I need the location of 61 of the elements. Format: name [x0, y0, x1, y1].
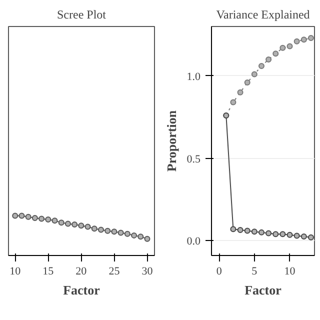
point [45, 216, 52, 223]
point [131, 232, 138, 238]
x-axis-title: Factor [244, 282, 282, 298]
point [237, 226, 244, 233]
point [244, 228, 250, 234]
point [286, 43, 293, 50]
point [308, 35, 314, 42]
x-tick-label: 25 [108, 266, 120, 278]
point [32, 215, 38, 222]
point [91, 226, 98, 232]
x-tick-label: 20 [76, 266, 88, 278]
y-axis-title: Proportion [164, 110, 179, 172]
point [300, 36, 307, 43]
x-tick-label: 10 [10, 266, 22, 278]
point [308, 234, 314, 240]
y-tick-label: 0.0 [186, 236, 201, 248]
point [98, 226, 104, 233]
point [258, 63, 264, 70]
point [144, 236, 150, 242]
point [258, 229, 264, 236]
y-tick-label: 1.0 [186, 70, 201, 83]
point [104, 228, 111, 234]
point [251, 228, 258, 235]
point [266, 230, 272, 236]
x-tick-label: 5 [252, 266, 258, 278]
point [12, 212, 18, 219]
y-tick-label: 0.5 [186, 153, 201, 166]
point [64, 220, 71, 227]
chart-title: Variance Explained [216, 8, 310, 22]
point [124, 230, 130, 237]
point [111, 228, 118, 235]
point [272, 50, 279, 57]
x-tick-label: 10 [284, 266, 296, 278]
point [294, 232, 300, 239]
point [18, 212, 25, 219]
point [52, 218, 58, 224]
point [272, 231, 279, 238]
point [230, 99, 236, 106]
point [72, 221, 78, 228]
point [280, 231, 286, 238]
x-tick-label: 30 [142, 266, 154, 278]
point [78, 222, 84, 229]
point [280, 44, 286, 51]
point [38, 216, 45, 222]
x-tick-label: 0 [216, 266, 222, 278]
point [286, 232, 293, 238]
point [84, 224, 91, 230]
point [25, 214, 32, 220]
point [58, 220, 64, 226]
point [244, 80, 250, 86]
point [237, 89, 244, 96]
point [230, 226, 236, 232]
point [118, 230, 124, 236]
point [294, 38, 300, 44]
point [266, 56, 272, 62]
point [138, 234, 144, 240]
x-axis-title: Factor [63, 282, 100, 298]
point [300, 234, 307, 240]
chart-title: Scree Plot [57, 8, 107, 22]
point [251, 71, 258, 78]
x-tick-label: 15 [42, 266, 54, 278]
